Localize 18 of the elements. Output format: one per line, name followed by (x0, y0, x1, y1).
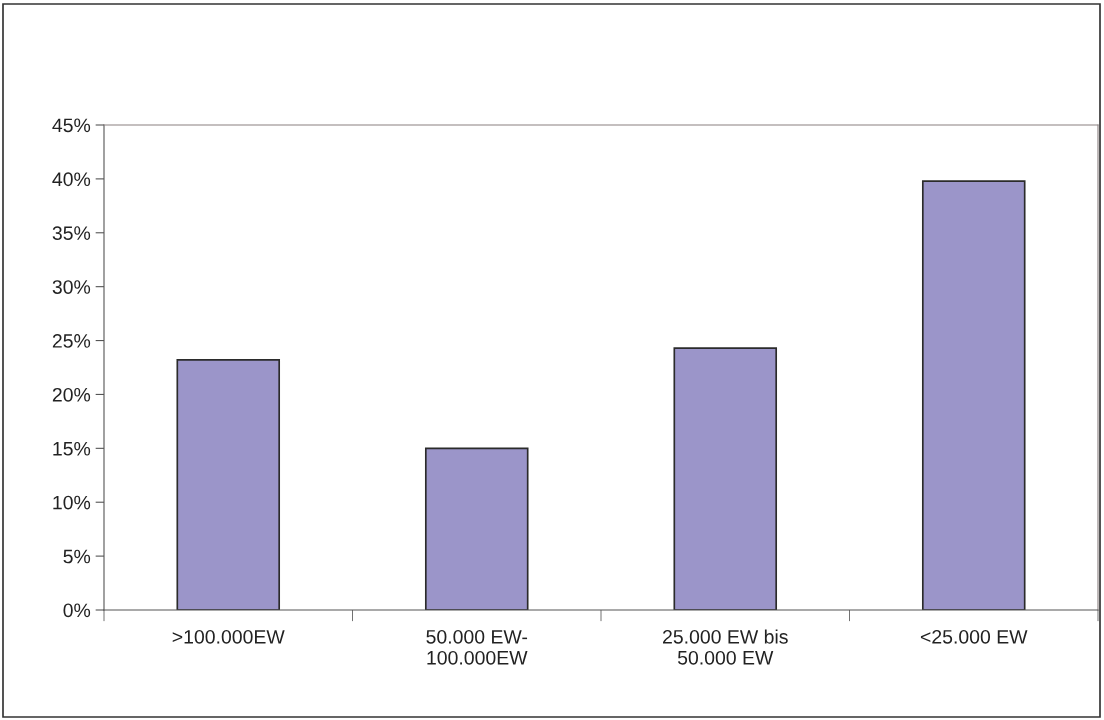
y-tick-label: 35% (52, 226, 91, 241)
x-tick-label: <25.000 EW (920, 629, 1028, 644)
y-tick-label: 25% (52, 334, 91, 348)
bar (176, 359, 281, 610)
x-tick-label: 50.000 EW- 100.000EW (426, 629, 528, 665)
y-tick-label: 15% (53, 441, 91, 456)
y-tick-label: 10% (53, 495, 91, 510)
bar (921, 180, 1026, 610)
y-tick-label: 20% (52, 387, 91, 402)
y-tick-label: 40% (52, 172, 91, 187)
y-tick-label: 45% (52, 118, 91, 133)
x-tick-label: >100.000EW (172, 629, 285, 644)
bar (673, 347, 778, 610)
y-tick-label: 0% (63, 603, 91, 618)
y-tick-label: 5% (63, 549, 91, 564)
bar (424, 447, 529, 610)
y-tick-label: 30% (52, 280, 91, 294)
x-tick-label: 25.000 EW bis 50.000 EW (663, 629, 788, 665)
